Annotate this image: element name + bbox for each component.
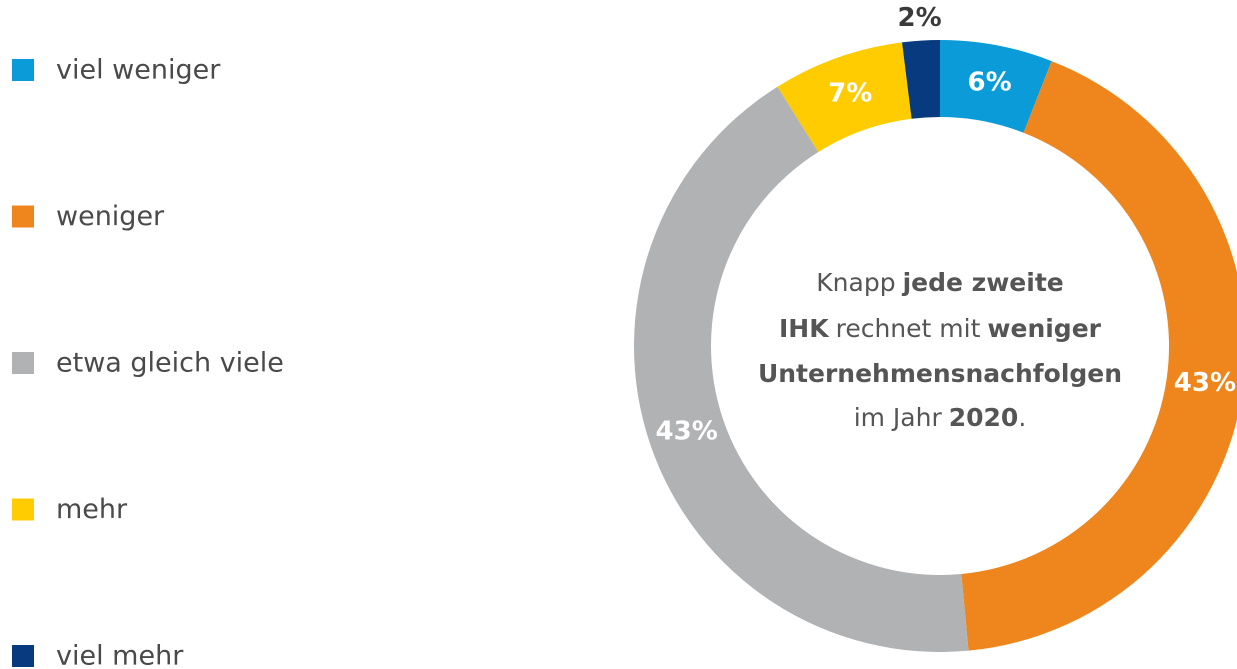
center-text-run: im Jahr [854, 403, 943, 432]
center-text: Unternehmensnachfolgen [758, 359, 1122, 388]
center-text-run: 2020 [949, 403, 1019, 432]
center-text-run: Knapp [816, 268, 895, 297]
center-text-run: . [1018, 403, 1026, 432]
legend-label: etwa gleich viele [56, 348, 284, 379]
data-label: 43% [656, 416, 718, 446]
donut-slice [777, 42, 912, 152]
donut-slice [961, 61, 1237, 651]
donut-slice [633, 86, 969, 653]
center-text: IHK rechnet mit weniger [779, 314, 1102, 343]
center-text: im Jahr 2020. [854, 403, 1027, 432]
legend-swatch [12, 352, 34, 374]
legend-swatch [12, 59, 34, 81]
data-label: 6% [968, 68, 1012, 98]
data-label: 7% [828, 79, 872, 109]
donut-slice [940, 40, 1052, 133]
legend-swatch [12, 205, 34, 228]
legend-label: mehr [56, 494, 128, 525]
center-text: Knapp jede zweite [816, 268, 1063, 297]
legend-label: viel weniger [56, 55, 221, 86]
legend-swatch [12, 645, 34, 667]
center-text-run: IHK [779, 314, 830, 343]
legend-label: viel mehr [56, 641, 184, 669]
data-label: 2% [898, 3, 942, 33]
data-label: 43% [1174, 368, 1236, 398]
center-text-run: jede zweite [902, 268, 1064, 297]
center-text-run: rechnet mit [836, 314, 981, 343]
legend-swatch [12, 498, 34, 521]
donut-slice [902, 40, 940, 119]
center-text-run: Unternehmensnachfolgen [758, 359, 1122, 388]
center-text-run: weniger [987, 314, 1101, 343]
legend-label: weniger [56, 201, 165, 232]
